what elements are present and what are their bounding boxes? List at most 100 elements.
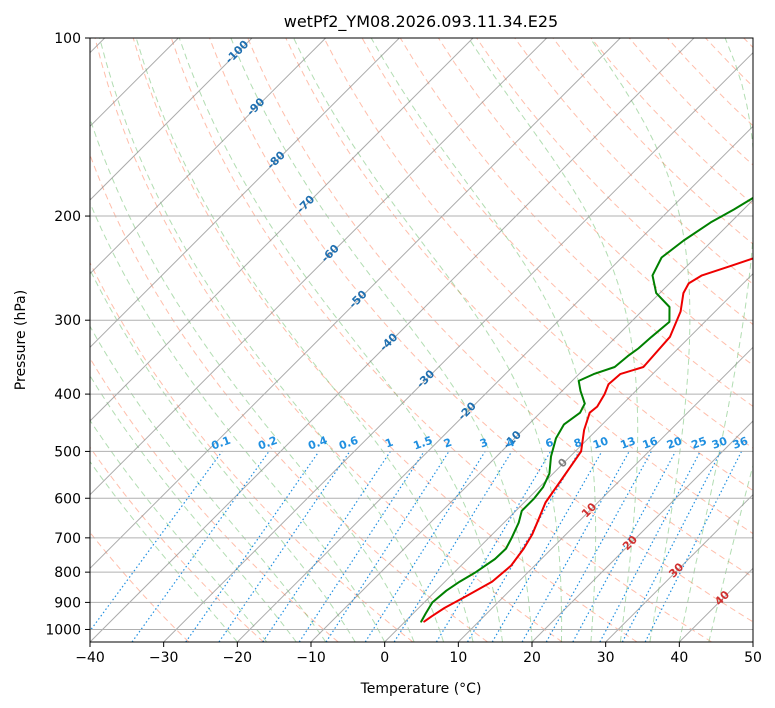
y-tick-label: 300	[54, 313, 81, 329]
mixing-ratio-label: 1.5	[412, 434, 435, 453]
x-tick-label: 50	[744, 650, 762, 666]
series-lines	[420, 196, 753, 623]
dry-adiabat-line	[247, 38, 753, 578]
mixing-ratio-label: 30	[710, 434, 729, 452]
temperature-line	[423, 257, 753, 623]
x-tick-label: −40	[75, 650, 105, 666]
dry-adiabat-line	[90, 446, 264, 642]
isotherm-line	[531, 420, 753, 642]
mixing-ratio-line	[491, 451, 603, 642]
mixing-ratio-label: 25	[690, 434, 709, 451]
mixing-ratio-label: 6	[544, 436, 556, 451]
plot-frame	[89, 37, 754, 643]
mixing-ratio-label: 1	[383, 436, 395, 451]
mixing-ratio-label: 8	[572, 436, 584, 451]
mixing-ratio-label: 4	[505, 436, 517, 451]
moist-adiabat-line	[90, 325, 327, 642]
dry-adiabat-line	[323, 38, 753, 492]
moist-adiabat-line	[90, 460, 238, 642]
x-axis-ticks: −40 −30 −20 −10 0 10 20 30 40 50	[75, 642, 762, 666]
x-tick-label: 10	[449, 650, 467, 666]
x-tick-label: −30	[149, 650, 179, 666]
y-axis-ticks: 100 200 300 400 500 600 700 800 900 1000	[45, 31, 90, 638]
dry-adiabat-line	[743, 38, 753, 49]
y-tick-label: 600	[54, 491, 81, 507]
dewpoint-line	[420, 196, 753, 623]
moist-adiabat-line	[230, 38, 533, 642]
isotherm-line	[310, 199, 753, 642]
isotherm-line	[90, 38, 400, 349]
mixing-ratio-label: 13	[619, 434, 638, 451]
isotherm-line	[605, 493, 753, 642]
dry-adiabat-line	[552, 38, 753, 245]
x-tick-label: 20	[523, 650, 541, 666]
guide-lines	[90, 38, 753, 642]
mixing-ratio-line	[466, 451, 580, 642]
chart-title: wetPf2_YM08.2026.093.11.34.E25	[284, 12, 558, 32]
moist-adiabat-line	[293, 38, 563, 642]
x-tick-label: −20	[223, 650, 253, 666]
dry-adiabat-line	[667, 38, 753, 127]
x-tick-label: 30	[597, 650, 615, 666]
dry-adiabat-line	[170, 38, 712, 642]
mixing-ratio-label: 36	[731, 434, 750, 452]
isotherm-line	[457, 346, 753, 642]
y-tick-label: 100	[54, 31, 81, 47]
isotherm-line	[90, 38, 548, 496]
isotherm-label: -100	[223, 37, 252, 66]
mixing-ratio-line	[298, 451, 425, 642]
pressure-gridlines	[90, 38, 753, 630]
dry-adiabat-line	[132, 38, 638, 642]
mixing-ratio-label: 0.6	[337, 434, 360, 453]
isotherm-line	[90, 38, 253, 201]
y-tick-label: 800	[54, 565, 81, 581]
isotherm-label: -50	[346, 288, 369, 311]
dry-adiabat-line	[285, 38, 753, 535]
mixing-ratio-line	[545, 451, 652, 642]
moist-adiabat-line	[99, 38, 445, 642]
dry-adiabat-line	[209, 38, 753, 623]
isotherm-label: -70	[294, 193, 317, 216]
mixing-ratio-line	[131, 451, 270, 642]
mixing-ratio-line	[90, 451, 223, 632]
mixing-ratio-label: 0.2	[256, 434, 279, 453]
moist-adiabat-line	[708, 463, 753, 642]
mixing-ratio-line	[521, 451, 630, 642]
isotherm-label: -90	[244, 95, 267, 118]
isotherm-label: 0	[555, 455, 570, 470]
mixing-ratio-line	[435, 451, 552, 642]
isotherm-line	[752, 641, 753, 642]
dry-adiabat-line	[590, 38, 753, 206]
isotherm-label: -80	[265, 148, 288, 171]
isotherm-line	[678, 567, 753, 642]
mixing-ratio-label: 10	[591, 434, 610, 452]
isotherm-line	[384, 272, 753, 642]
dry-adiabat-line	[94, 38, 563, 642]
mixing-ratio-line	[572, 451, 677, 642]
mixing-ratio-line	[599, 451, 701, 642]
y-tick-label: 200	[54, 209, 81, 225]
mixing-ratio-line	[185, 451, 320, 642]
dry-adiabat-line	[514, 38, 753, 285]
isotherm-line	[90, 38, 474, 422]
mixing-ratio-label: 0.4	[306, 434, 329, 453]
moist-adiabat-line	[90, 374, 297, 642]
x-axis-label: Temperature (°C)	[360, 681, 482, 697]
moist-adiabat-line	[678, 38, 753, 642]
moist-adiabat-line	[90, 116, 415, 642]
moist-adiabat-line	[589, 38, 691, 642]
dry-adiabat-line	[90, 153, 488, 642]
isotherm-line	[90, 38, 695, 642]
moist-adiabat-line	[468, 38, 639, 642]
x-tick-label: 0	[380, 650, 389, 666]
isotherm-line	[163, 51, 753, 642]
y-tick-label: 900	[54, 595, 81, 611]
mixing-ratio-line	[325, 451, 450, 642]
moist-adiabat-line	[90, 268, 356, 642]
mixing-ratio-label: 3	[478, 436, 490, 451]
mixing-ratio-line	[393, 451, 513, 642]
isotherm-line	[90, 38, 621, 570]
y-tick-label: 500	[54, 444, 81, 460]
mixing-ratio-line	[364, 451, 486, 642]
